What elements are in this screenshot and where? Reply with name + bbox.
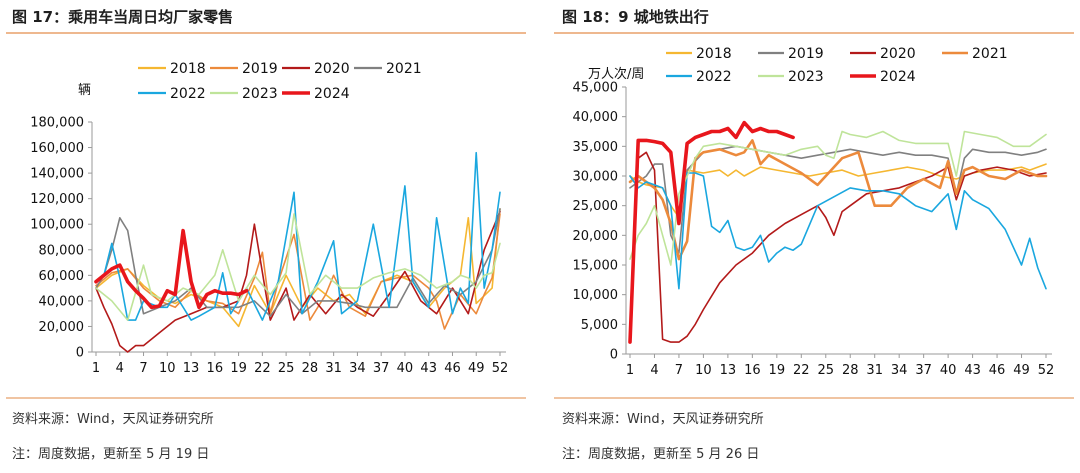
x-tick-label: 40 [940, 363, 957, 378]
series-line-2021 [95, 208, 501, 318]
x-tick-label: 46 [989, 363, 1006, 378]
y-tick-label: 40,000 [573, 110, 619, 125]
left-chart: 0 20,000 40,000 60,000 80,000 100,000 120,000 1… [30, 61, 508, 376]
x-tick-label: 28 [842, 363, 859, 378]
y-tick-label: 20,000 [39, 320, 85, 335]
x-tick-label: 1 [92, 361, 100, 376]
x-tick-label: 10 [159, 361, 176, 376]
series-lines [94, 151, 501, 353]
legend-label-2020: 2020 [314, 61, 350, 77]
right-source: 资料来源：Wind，天风证券研究所 [562, 411, 764, 427]
y-tick-label: 35,000 [573, 140, 619, 155]
y-tick-label: 160,000 [30, 141, 84, 156]
y-tick-label: 180,000 [30, 116, 84, 131]
y-tick-label: 140,000 [30, 167, 84, 182]
series-line-2021 [628, 139, 1048, 261]
series-line-2023 [95, 213, 501, 321]
series-line-2020 [629, 151, 1047, 343]
y-tick-label: 100,000 [30, 218, 84, 233]
legend-label-2024: 2024 [880, 69, 916, 85]
x-tick-label: 43 [964, 363, 981, 378]
series-lines [628, 120, 1048, 344]
series-line-2019 [629, 145, 1047, 254]
legend-label-2019: 2019 [788, 46, 824, 62]
legend-label-2022: 2022 [696, 69, 732, 85]
x-tick-label: 43 [420, 361, 437, 376]
legend-label-2024: 2024 [314, 86, 350, 102]
x-tick-label: 52 [1038, 363, 1055, 378]
x-tick-label: 25 [278, 361, 295, 376]
y-tick-label: 25,000 [573, 199, 619, 214]
right-chart-title: 图 18：9 城地铁出行 [562, 8, 709, 26]
y-tick-label: 60,000 [39, 269, 85, 284]
series-line-2024 [94, 228, 249, 310]
series-line-2020 [95, 210, 501, 353]
legend: 2018 2019 2020 2021 2022 2023 2024 [666, 46, 1008, 85]
x-tick-label: 4 [650, 363, 658, 378]
x-tick-label: 28 [302, 361, 319, 376]
x-tick-label: 19 [769, 363, 786, 378]
x-tick-label: 22 [793, 363, 810, 378]
x-tick-label: 34 [349, 361, 366, 376]
right-note: 注：周度数据，更新至 5 月 26 日 [562, 446, 759, 462]
x-tick-label: 10 [695, 363, 712, 378]
x-tick-label: 16 [207, 361, 224, 376]
legend-label-2023: 2023 [242, 86, 278, 102]
y-tick-label: 5,000 [581, 318, 618, 333]
y-tick-label: 15,000 [573, 259, 619, 274]
x-tick-label: 13 [720, 363, 737, 378]
y-tick-label: 0 [610, 348, 618, 363]
x-tick-label: 25 [817, 363, 834, 378]
x-tick-label: 22 [254, 361, 271, 376]
y-tick-label: 30,000 [573, 170, 619, 185]
series-line-2024 [628, 120, 795, 344]
legend-label-2020: 2020 [880, 46, 916, 62]
x-tick-label: 40 [397, 361, 414, 376]
left-source: 资料来源：Wind，天风证券研究所 [12, 411, 214, 427]
x-tick-label: 37 [373, 361, 390, 376]
y-tick-label: 20,000 [573, 229, 619, 244]
x-tick-label: 7 [139, 361, 147, 376]
x-tick-label: 46 [444, 361, 461, 376]
y-tick-label: 10,000 [573, 288, 619, 303]
x-tick-label: 49 [468, 361, 485, 376]
x-tick-label: 49 [1013, 363, 1030, 378]
right-y-unit: 万人次/周 [588, 66, 644, 82]
legend-label-2019: 2019 [242, 61, 278, 77]
legend-label-2022: 2022 [170, 86, 206, 102]
x-tick-label: 13 [183, 361, 200, 376]
right-chart: 0 5,000 10,000 15,000 20,000 25,000 30,000 35,0… [573, 46, 1055, 378]
series-line-2023 [629, 130, 1047, 266]
x-tick-label: 4 [116, 361, 124, 376]
x-tick-label: 7 [675, 363, 683, 378]
series-line-2019 [95, 213, 501, 330]
x-tick-label: 19 [230, 361, 247, 376]
legend-label-2018: 2018 [696, 46, 732, 62]
x-tick-label: 52 [492, 361, 509, 376]
x-tick-label: 37 [915, 363, 932, 378]
y-tick-label: 40,000 [39, 294, 85, 309]
x-tick-label: 31 [866, 363, 883, 378]
left-panel: 图 17：乘用车当周日均厂家零售 辆 0 20,000 40,000 60,000 80… [6, 8, 526, 462]
left-note: 注：周度数据，更新至 5 月 19 日 [12, 446, 209, 462]
legend: 2018 2019 2020 2021 2022 2023 2024 [138, 61, 422, 102]
x-tick-label: 1 [626, 363, 634, 378]
legend-label-2018: 2018 [170, 61, 206, 77]
right-panel: 图 18：9 城地铁出行 万人次/周 0 5,000 10,000 15,000 20,… [554, 8, 1074, 462]
x-tick-label: 31 [325, 361, 342, 376]
legend-label-2023: 2023 [788, 69, 824, 85]
y-tick-label: 120,000 [30, 192, 84, 207]
left-chart-title: 图 17：乘用车当周日均厂家零售 [12, 8, 233, 26]
x-tick-label: 16 [744, 363, 761, 378]
left-y-unit: 辆 [78, 83, 91, 98]
legend-label-2021: 2021 [972, 46, 1008, 62]
y-tick-label: 45,000 [573, 81, 619, 96]
legend-label-2021: 2021 [386, 61, 422, 77]
y-tick-label: 0 [76, 346, 84, 361]
y-tick-label: 80,000 [39, 243, 85, 258]
series-line-2022 [629, 172, 1047, 290]
x-tick-label: 34 [891, 363, 908, 378]
